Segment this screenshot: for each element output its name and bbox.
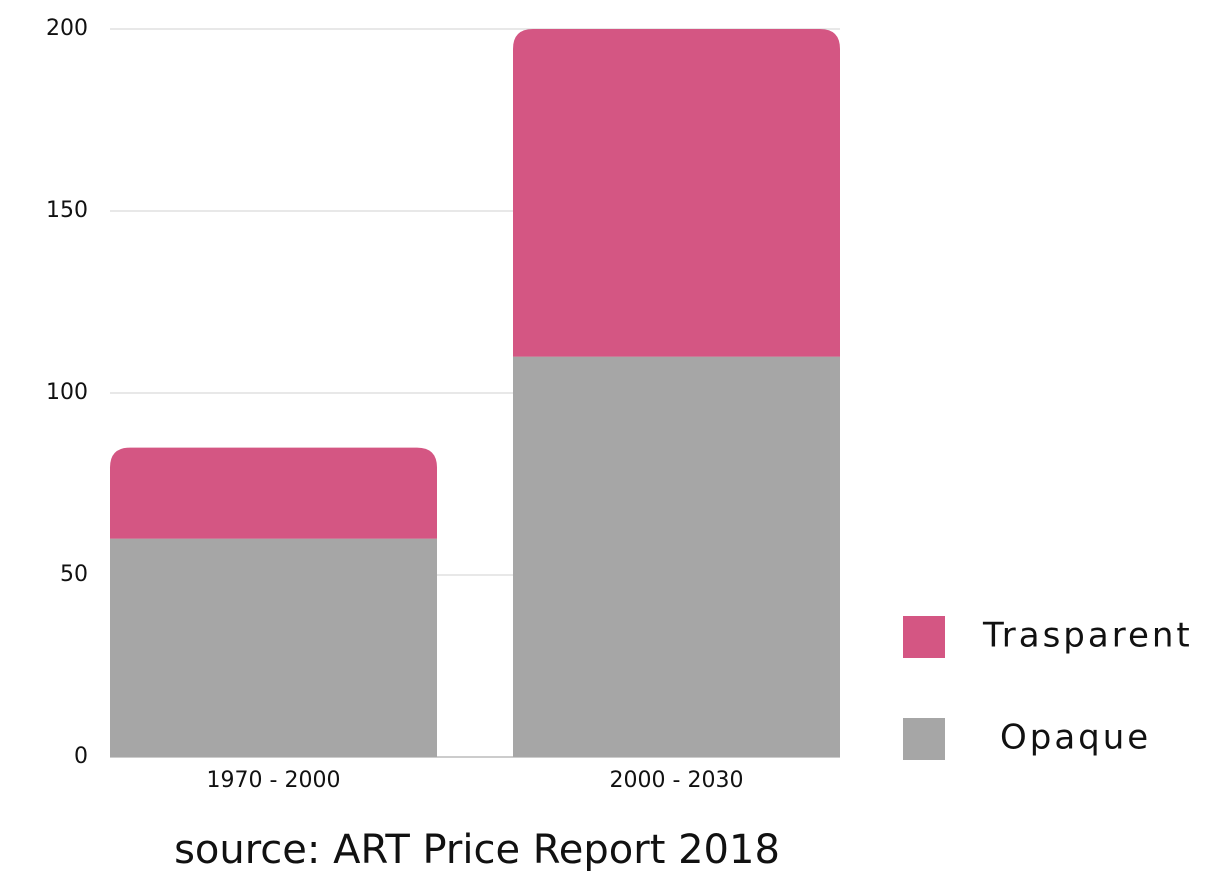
legend-label: Opaque [1000, 718, 1151, 758]
y-tick-label: 150 [46, 198, 88, 223]
y-tick-label: 200 [46, 16, 88, 41]
bar-segment [110, 538, 437, 757]
bar-segment [513, 29, 840, 357]
y-tick-label: 50 [60, 562, 88, 587]
x-tick-label: 2000 - 2030 [610, 768, 744, 793]
y-tick-label: 100 [46, 380, 88, 405]
bar-segment [513, 356, 840, 757]
x-tick-label: 1970 - 2000 [207, 768, 341, 793]
caption: source: ART Price Report 2018 [174, 827, 780, 871]
legend-swatch [903, 718, 945, 760]
y-tick-label: 0 [74, 744, 88, 769]
legend-label: Trasparent [982, 616, 1193, 656]
legend-swatch [903, 616, 945, 658]
bar-segment [110, 447, 437, 539]
